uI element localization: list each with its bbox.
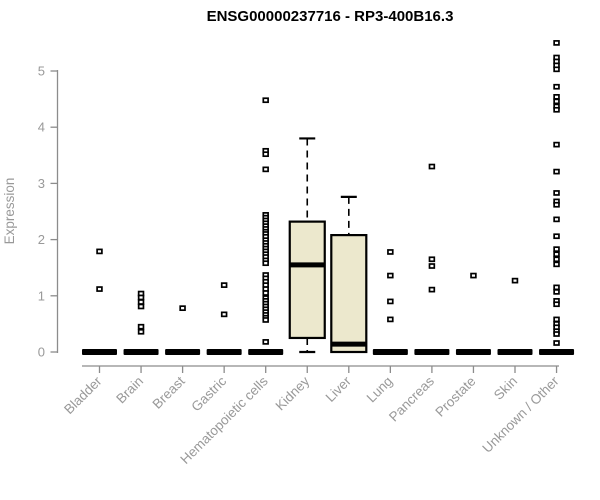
- x-tick-label: Bladder: [61, 373, 105, 417]
- outlier-point: [96, 286, 103, 292]
- outlier-point: [428, 256, 436, 263]
- outlier-point: [553, 251, 560, 258]
- zero-bar: [455, 349, 491, 355]
- outlier-point: [553, 40, 560, 46]
- outlier-point: [553, 201, 560, 208]
- x-tick-label: Skin: [491, 374, 520, 403]
- outlier-point: [387, 249, 394, 255]
- outlier-point: [553, 331, 560, 337]
- outlier-point: [96, 248, 103, 255]
- x-tick-label: Liver: [323, 373, 355, 405]
- outlier-point: [137, 328, 145, 335]
- outlier-point: [262, 317, 269, 323]
- outlier-point: [553, 316, 560, 323]
- outlier-point: [262, 339, 269, 345]
- outlier-point: [553, 284, 560, 291]
- x-tick-label: Breast: [150, 373, 188, 411]
- outlier-point: [553, 246, 560, 253]
- outlier-point: [387, 272, 394, 279]
- outlier-point: [262, 260, 269, 267]
- outlier-point: [137, 323, 145, 330]
- chart-title: ENSG00000237716 - RP3-400B16.3: [207, 8, 454, 25]
- outlier-point: [262, 290, 269, 296]
- x-tick-label: Prostate: [432, 374, 478, 420]
- outlier-point: [553, 94, 560, 100]
- outlier-point: [262, 97, 269, 104]
- boxplot-box: [288, 220, 326, 340]
- outlier-point: [553, 106, 560, 113]
- zero-bar: [123, 349, 159, 355]
- outlier-point: [262, 166, 269, 173]
- zero-bar: [497, 349, 533, 355]
- y-tick-label: 1: [38, 288, 45, 303]
- zero-bar: [165, 349, 201, 355]
- outlier-point: [553, 190, 560, 196]
- outlier-point: [511, 277, 519, 284]
- outlier-point: [428, 263, 436, 269]
- outlier-point: [137, 303, 145, 310]
- x-tick-label: Kidney: [273, 373, 313, 413]
- outlier-point: [387, 298, 394, 305]
- zero-bar: [206, 349, 242, 355]
- outlier-point: [262, 151, 269, 158]
- y-tick-label: 5: [38, 64, 45, 79]
- y-axis-label: Expression: [2, 178, 17, 245]
- zero-bar: [248, 349, 284, 355]
- zero-bar: [372, 349, 408, 355]
- outlier-point: [553, 141, 560, 148]
- zero-bar: [82, 349, 117, 355]
- zero-bar: [414, 349, 450, 355]
- outlier-point: [553, 261, 560, 268]
- y-tick-label: 2: [38, 232, 45, 247]
- x-tick-label: Gastric: [188, 373, 229, 414]
- boxplot-median: [289, 262, 325, 268]
- outlier-point: [137, 299, 145, 305]
- outlier-point: [137, 294, 145, 301]
- outlier-point: [428, 163, 436, 170]
- outlier-point: [553, 256, 560, 263]
- y-tick-label: 4: [38, 120, 45, 135]
- outlier-point: [553, 301, 560, 308]
- outlier-point: [553, 168, 560, 175]
- outlier-point: [553, 98, 560, 105]
- x-tick-label: Brain: [113, 374, 146, 407]
- boxplot-box: [330, 234, 368, 354]
- outlier-point: [220, 311, 228, 318]
- outlier-point: [387, 316, 394, 323]
- x-tick-label: Pancreas: [386, 373, 437, 424]
- x-tick-label: Lung: [364, 374, 396, 406]
- outlier-point: [553, 289, 560, 295]
- outlier-point: [428, 286, 436, 293]
- outlier-point: [470, 272, 477, 279]
- outlier-point: [553, 340, 560, 346]
- y-tick-label: 3: [38, 176, 45, 191]
- outlier-point: [179, 305, 186, 312]
- outlier-point: [553, 216, 560, 223]
- x-tick-label: Unknown / Other: [479, 373, 562, 456]
- zero-bar: [539, 349, 575, 355]
- outlier-point: [553, 66, 560, 73]
- outlier-point: [553, 83, 560, 90]
- outlier-point: [553, 233, 560, 240]
- boxplot-median: [331, 341, 367, 347]
- outlier-point: [220, 282, 228, 288]
- y-tick-label: 0: [38, 345, 45, 360]
